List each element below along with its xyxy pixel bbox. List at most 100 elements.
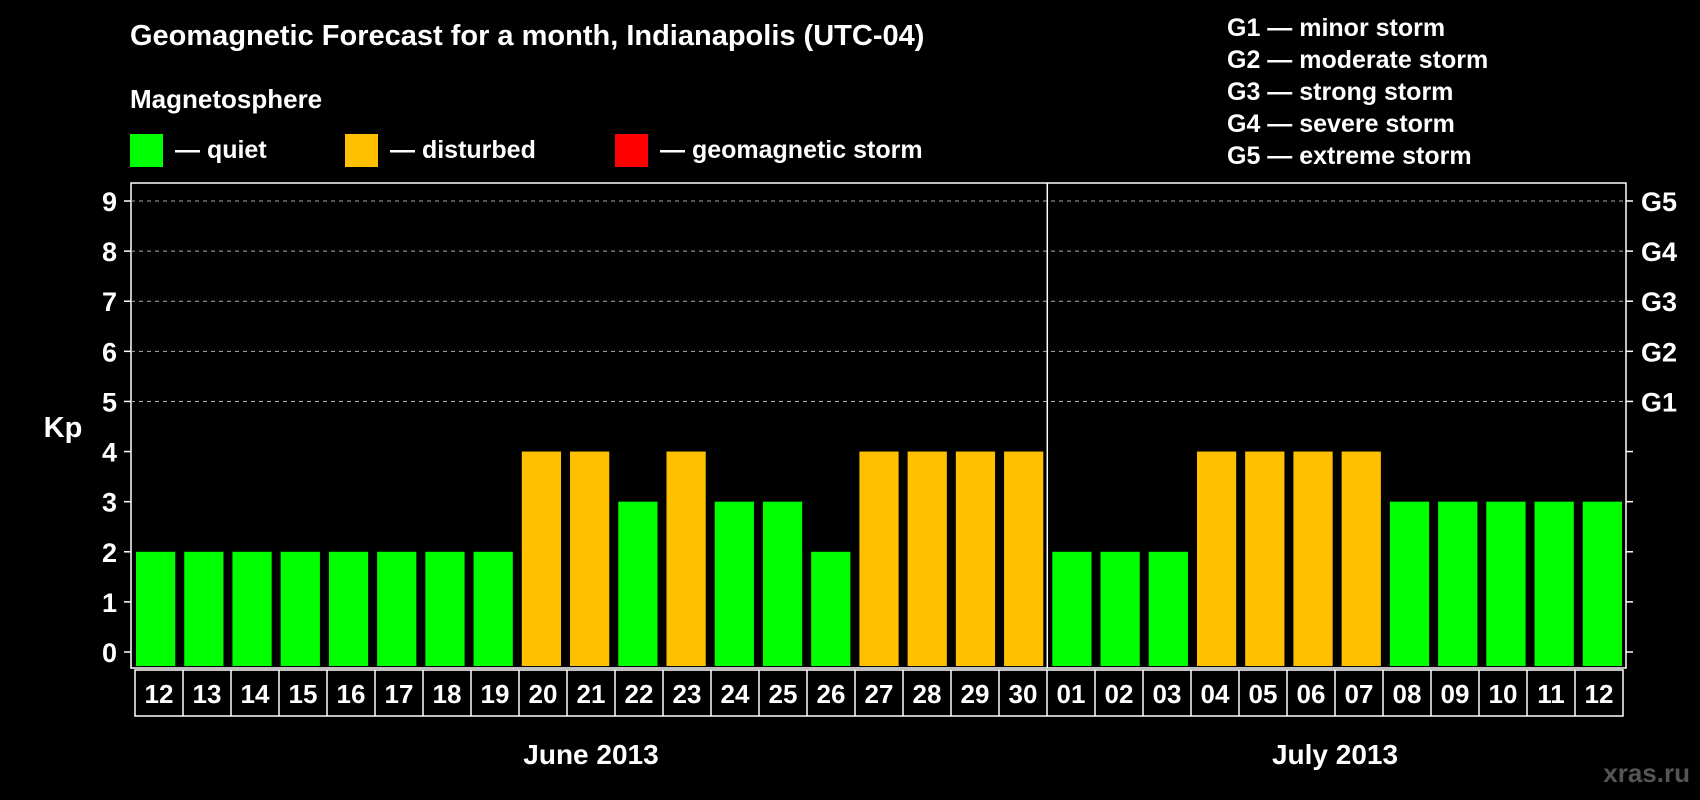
day-label-16: 28	[913, 679, 942, 709]
g-label-g1: G1	[1641, 387, 1677, 417]
bar-1	[184, 551, 224, 666]
g-scale-g1: G1 — minor storm	[1227, 14, 1446, 42]
ytick-label-9: 9	[102, 187, 117, 217]
day-label-20: 02	[1105, 679, 1134, 709]
bar-20	[1100, 551, 1140, 666]
day-label-12: 24	[721, 679, 750, 709]
bar-6	[425, 551, 465, 666]
day-label-14: 26	[817, 679, 846, 709]
y-axis-label: Kp	[44, 412, 83, 444]
g-scale-g2: G2 — moderate storm	[1227, 46, 1489, 74]
g-label-g3: G3	[1641, 287, 1677, 317]
bar-2	[232, 551, 272, 666]
day-label-3: 15	[289, 679, 318, 709]
legend-quiet-swatch	[130, 133, 163, 167]
bar-3	[280, 551, 320, 666]
day-label-0: 12	[145, 679, 174, 709]
day-label-10: 22	[625, 679, 654, 709]
day-label-27: 09	[1441, 679, 1470, 709]
bar-26	[1389, 501, 1430, 666]
ytick-label-4: 4	[102, 438, 117, 468]
day-label-8: 20	[529, 679, 558, 709]
plot-frame	[130, 182, 1627, 669]
ytick-label-0: 0	[102, 638, 117, 668]
bar-25	[1341, 451, 1381, 666]
day-label-25: 07	[1345, 679, 1374, 709]
legend-subtitle: Magnetosphere	[130, 84, 323, 114]
ytick-label-5: 5	[102, 387, 117, 417]
day-label-29: 11	[1537, 679, 1565, 709]
day-label-23: 05	[1249, 679, 1278, 709]
ytick-label-2: 2	[102, 538, 117, 568]
day-label-24: 06	[1297, 679, 1326, 709]
month-label-1: July 2013	[1272, 739, 1398, 770]
legend-disturbed: — disturbed	[345, 132, 536, 168]
legend-storm: — geomagnetic storm	[615, 132, 923, 168]
bar-14	[811, 551, 851, 666]
day-label-17: 29	[961, 679, 990, 709]
day-label-26: 08	[1393, 679, 1422, 709]
ytick-label-8: 8	[102, 237, 117, 267]
day-label-2: 14	[241, 679, 270, 709]
legend-storm-label: — geomagnetic storm	[660, 135, 923, 164]
day-label-9: 21	[577, 679, 606, 709]
day-label-15: 27	[865, 679, 894, 709]
bar-7	[473, 551, 513, 666]
g-scale-g5: G5 — extreme storm	[1227, 142, 1472, 170]
day-label-11: 23	[673, 679, 702, 709]
g-scale-legend: G1 — minor storm G2 — moderate storm G3 …	[1227, 12, 1488, 172]
bar-16	[907, 451, 947, 666]
bar-13	[762, 501, 803, 666]
bar-21	[1148, 551, 1188, 666]
bar-4	[328, 551, 369, 666]
bar-22	[1196, 451, 1237, 666]
bar-11	[666, 451, 706, 666]
bar-28	[1486, 501, 1526, 666]
day-label-19: 01	[1057, 679, 1086, 709]
g-scale-g4: G4 — severe storm	[1227, 110, 1455, 138]
month-label-0: June 2013	[523, 739, 658, 770]
bar-12	[714, 501, 754, 666]
bar-9	[570, 451, 610, 666]
ytick-label-3: 3	[102, 488, 117, 518]
legend-disturbed-swatch	[345, 133, 378, 167]
day-label-5: 17	[385, 679, 414, 709]
g-scale-g3: G3 — strong storm	[1227, 78, 1454, 106]
ytick-label-6: 6	[102, 337, 117, 367]
ytick-label-7: 7	[102, 287, 117, 317]
ytick-label-1: 1	[102, 588, 117, 618]
legend-quiet: — quiet	[130, 132, 267, 168]
bar-24	[1293, 451, 1333, 666]
bar-23	[1245, 451, 1285, 666]
bar-5	[377, 551, 417, 666]
day-label-18: 30	[1009, 679, 1038, 709]
bar-29	[1534, 501, 1574, 666]
legend-storm-swatch	[615, 133, 648, 167]
legend-quiet-label: — quiet	[175, 135, 267, 164]
bar-30	[1582, 501, 1622, 666]
day-label-4: 16	[337, 679, 366, 709]
chart-title: Geomagnetic Forecast for a month, Indian…	[130, 20, 925, 52]
bar-0	[136, 551, 176, 666]
day-label-21: 03	[1153, 679, 1182, 709]
watermark: xras.ru	[1603, 758, 1690, 788]
g-label-g4: G4	[1641, 237, 1677, 267]
day-label-22: 04	[1201, 679, 1230, 709]
legend-disturbed-label: — disturbed	[390, 135, 536, 164]
bar-15	[859, 451, 899, 666]
bar-19	[1052, 551, 1092, 666]
day-label-frame	[134, 669, 1624, 717]
bar-18	[1004, 451, 1044, 666]
bar-8	[521, 451, 562, 666]
day-label-13: 25	[769, 679, 798, 709]
bar-10	[618, 501, 658, 666]
g-label-g2: G2	[1641, 337, 1677, 367]
bar-17	[955, 451, 996, 666]
day-label-30: 12	[1585, 679, 1614, 709]
day-label-6: 18	[433, 679, 462, 709]
day-label-7: 19	[481, 679, 510, 709]
bar-27	[1438, 501, 1478, 666]
g-label-g5: G5	[1641, 187, 1677, 217]
day-label-28: 10	[1489, 679, 1518, 709]
